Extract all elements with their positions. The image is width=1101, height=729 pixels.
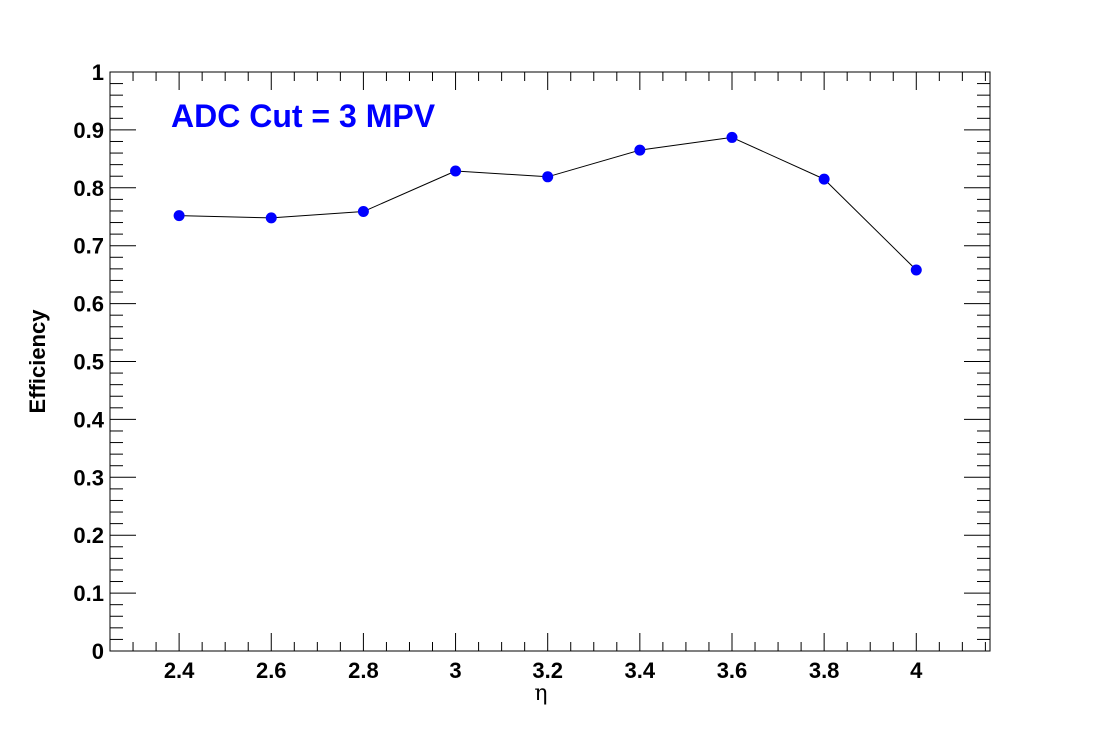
data-point — [265, 212, 277, 224]
y-tick-label: 0.2 — [73, 523, 104, 548]
y-tick-label: 0.3 — [73, 465, 104, 490]
x-tick-label: 2.8 — [348, 658, 379, 683]
series-points — [173, 131, 922, 276]
x-tick-label: 3 — [449, 658, 461, 683]
series-line-segment — [823, 178, 917, 271]
annotation-label: ADC Cut = 3 MPV — [171, 98, 436, 134]
data-point — [357, 206, 369, 218]
data-point — [818, 173, 830, 185]
data-point — [634, 144, 646, 156]
series-line-segment — [639, 136, 733, 151]
series-lines — [179, 136, 917, 271]
y-tick-label: 0.9 — [73, 118, 104, 143]
data-point — [910, 264, 922, 276]
x-tick-label: 4 — [910, 658, 923, 683]
series-line-segment — [455, 170, 548, 178]
data-point — [542, 171, 554, 183]
plot-frame — [109, 71, 991, 652]
y-tick-label: 0.4 — [73, 407, 104, 432]
y-axis-ticks — [110, 71, 990, 652]
series-line-segment — [363, 170, 456, 212]
y-tick-label: 0.1 — [73, 581, 104, 606]
series-line-segment — [731, 136, 825, 180]
x-axis-ticks — [109, 72, 986, 651]
x-tick-label: 2.4 — [164, 658, 195, 683]
series-line-segment — [271, 211, 364, 219]
x-tick-label: 2.6 — [256, 658, 287, 683]
x-tick-label: 3.4 — [625, 658, 656, 683]
y-axis-tick-labels: 0 0.1 0.2 0.3 0.4 0.5 0.6 0.7 0.8 0.9 1 — [73, 60, 104, 664]
y-tick-label: 0.5 — [73, 350, 104, 375]
y-axis-title: Efficiency — [25, 309, 50, 414]
x-axis-tick-labels: 2.4 2.6 2.8 3 3.2 3.4 3.6 3.8 4 — [164, 658, 923, 683]
x-tick-label: 3.2 — [532, 658, 563, 683]
series-line-segment — [179, 215, 272, 219]
x-tick-label: 3.6 — [717, 658, 748, 683]
data-point — [726, 131, 738, 143]
series-line-segment — [547, 149, 640, 178]
y-tick-label: 0.7 — [73, 234, 104, 259]
x-axis-title: η — [534, 681, 547, 706]
data-point — [450, 165, 462, 177]
y-tick-label: 0.6 — [73, 292, 104, 317]
y-tick-label: 1 — [92, 60, 104, 85]
x-tick-label: 3.8 — [809, 658, 840, 683]
y-tick-label: 0.8 — [73, 176, 104, 201]
data-point — [173, 210, 185, 222]
y-tick-label: 0 — [92, 639, 104, 664]
